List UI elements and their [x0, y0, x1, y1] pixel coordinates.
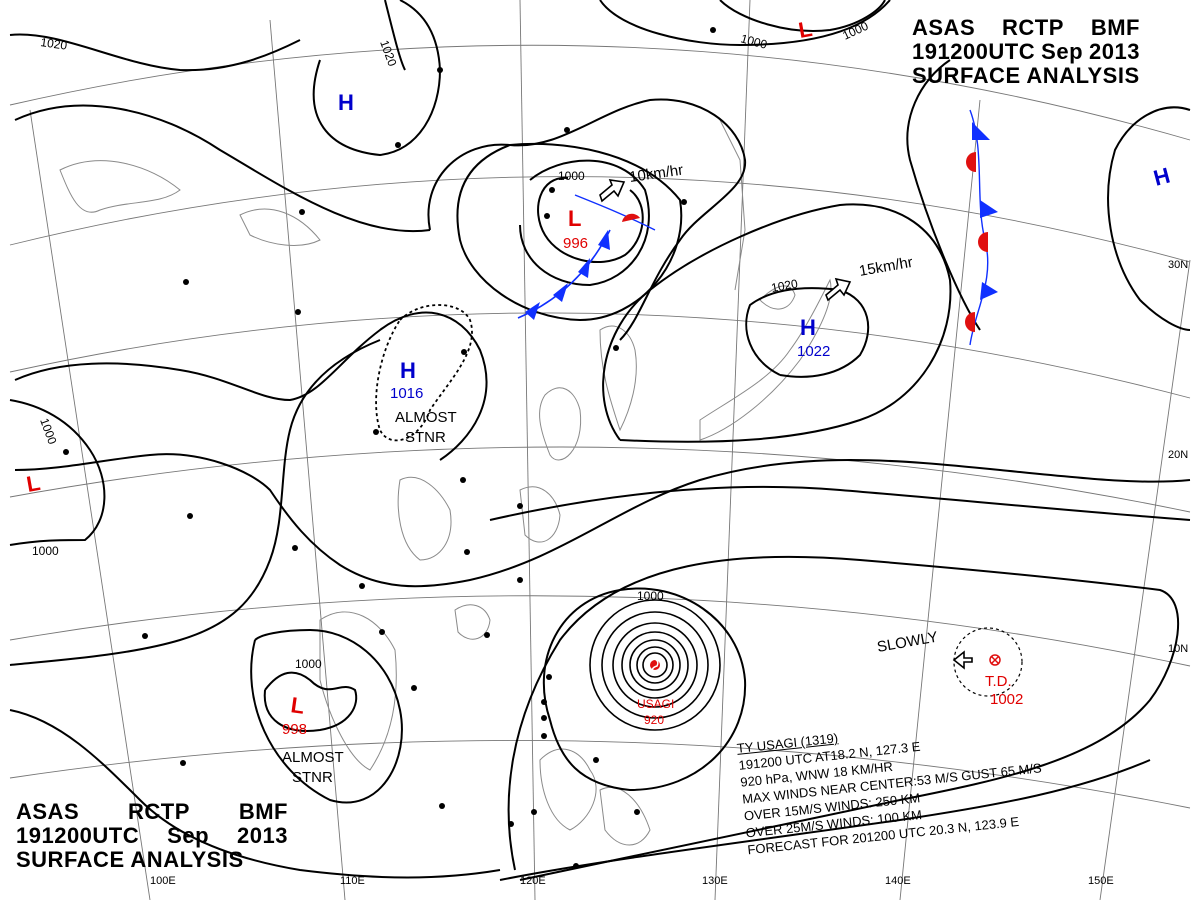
isobars — [9, 0, 1191, 881]
graticule-labels: 30N 20N 10N 100E 110E 120E 130E 140E 150… — [150, 259, 1188, 887]
isobar-label: 1000 — [558, 169, 585, 183]
warm-front — [574, 194, 656, 231]
lon-label: 110E — [340, 875, 365, 887]
graticule — [9, 0, 1191, 900]
lon-label: 100E — [150, 875, 176, 887]
typhoon-pressure: 920 — [644, 713, 664, 727]
coastlines — [59, 119, 832, 846]
header-title: SURFACE ANALYSIS — [16, 847, 244, 872]
isobar-label: 1020 — [770, 276, 799, 294]
lon-label: 130E — [702, 875, 728, 887]
motion-arrows — [599, 179, 973, 670]
typhoon-name: USAGI — [637, 697, 674, 711]
typhoon-symbol — [650, 657, 660, 675]
isobar-labels: 1020 1020 1000 1000 1000 1020 1000 1000 … — [32, 19, 871, 671]
high-motion-arrow — [825, 277, 852, 302]
high-pressure-value: 1016 — [390, 385, 423, 402]
high-symbol: H — [1151, 163, 1173, 191]
header-year: 2013 — [237, 823, 288, 848]
lat-label: 10N — [1168, 643, 1188, 655]
lon-label: 140E — [885, 875, 911, 887]
isobar-label: 1000 — [32, 544, 59, 558]
lat-label: 20N — [1168, 449, 1188, 461]
high-pressure-value: 1022 — [797, 343, 830, 360]
typhoon-isobars — [589, 599, 721, 731]
header-code: BMF — [238, 799, 288, 824]
station-plots — [63, 27, 716, 869]
stationary-label: ALMOST — [282, 749, 344, 766]
map-footer-header: ASAS RCTP BMF 191200UTC Sep 2013 SURFACE… — [16, 800, 288, 872]
header-code: BMF — [1090, 15, 1140, 40]
header-time: 191200UTC — [912, 39, 1036, 64]
header-month: Sep — [167, 823, 210, 848]
lon-label: 120E — [520, 875, 546, 887]
lon-label: 150E — [1088, 875, 1114, 887]
isobar-label: 1000 — [637, 589, 664, 603]
isobar-label: 1000 — [295, 657, 322, 671]
cold-front — [517, 229, 611, 320]
header-year: 2013 — [1089, 39, 1140, 64]
td-motion-arrow — [952, 650, 973, 670]
header-time: 191200UTC — [16, 823, 140, 848]
low-pressure-value: 996 — [563, 235, 588, 252]
lat-label: 30N — [1168, 259, 1188, 271]
dashed-areas — [375, 304, 1023, 697]
stationary-label: STNR — [405, 429, 446, 446]
stationary-label: STNR — [292, 769, 333, 786]
td-pressure: 1002 — [990, 691, 1023, 708]
stationary-label: ALMOST — [395, 409, 457, 426]
td-symbol — [989, 654, 1001, 666]
header-region: ASAS — [912, 15, 976, 40]
high-symbol: H — [400, 358, 416, 383]
high-symbol: H — [800, 315, 816, 340]
low-symbol: L — [797, 16, 815, 43]
pressure-centers: H L 996 H 1016 H 1022 L L H L 998 — [25, 16, 1173, 738]
low-pressure-value: 998 — [282, 721, 307, 738]
header-title: SURFACE ANALYSIS — [912, 63, 1140, 88]
isobar-label: 1000 — [739, 31, 769, 52]
isobar-label: 1020 — [40, 35, 69, 53]
low-motion-arrow — [599, 179, 626, 203]
low-symbol: L — [25, 470, 43, 497]
td-label: T.D. — [985, 673, 1012, 690]
header-month: Sep — [1041, 39, 1084, 64]
low-symbol: L — [568, 206, 581, 231]
storm-labels: USAGI 920 T.D. 1002 — [637, 673, 1023, 727]
header-station: RCTP — [1002, 15, 1064, 40]
header-station: RCTP — [128, 799, 190, 824]
low-symbol: L — [289, 692, 306, 719]
high-symbol: H — [338, 90, 354, 115]
stationary-front — [965, 109, 998, 346]
header-region: ASAS — [16, 799, 80, 824]
map-header: ASAS RCTP BMF 191200UTC Sep 2013 SURFACE… — [912, 16, 1140, 88]
